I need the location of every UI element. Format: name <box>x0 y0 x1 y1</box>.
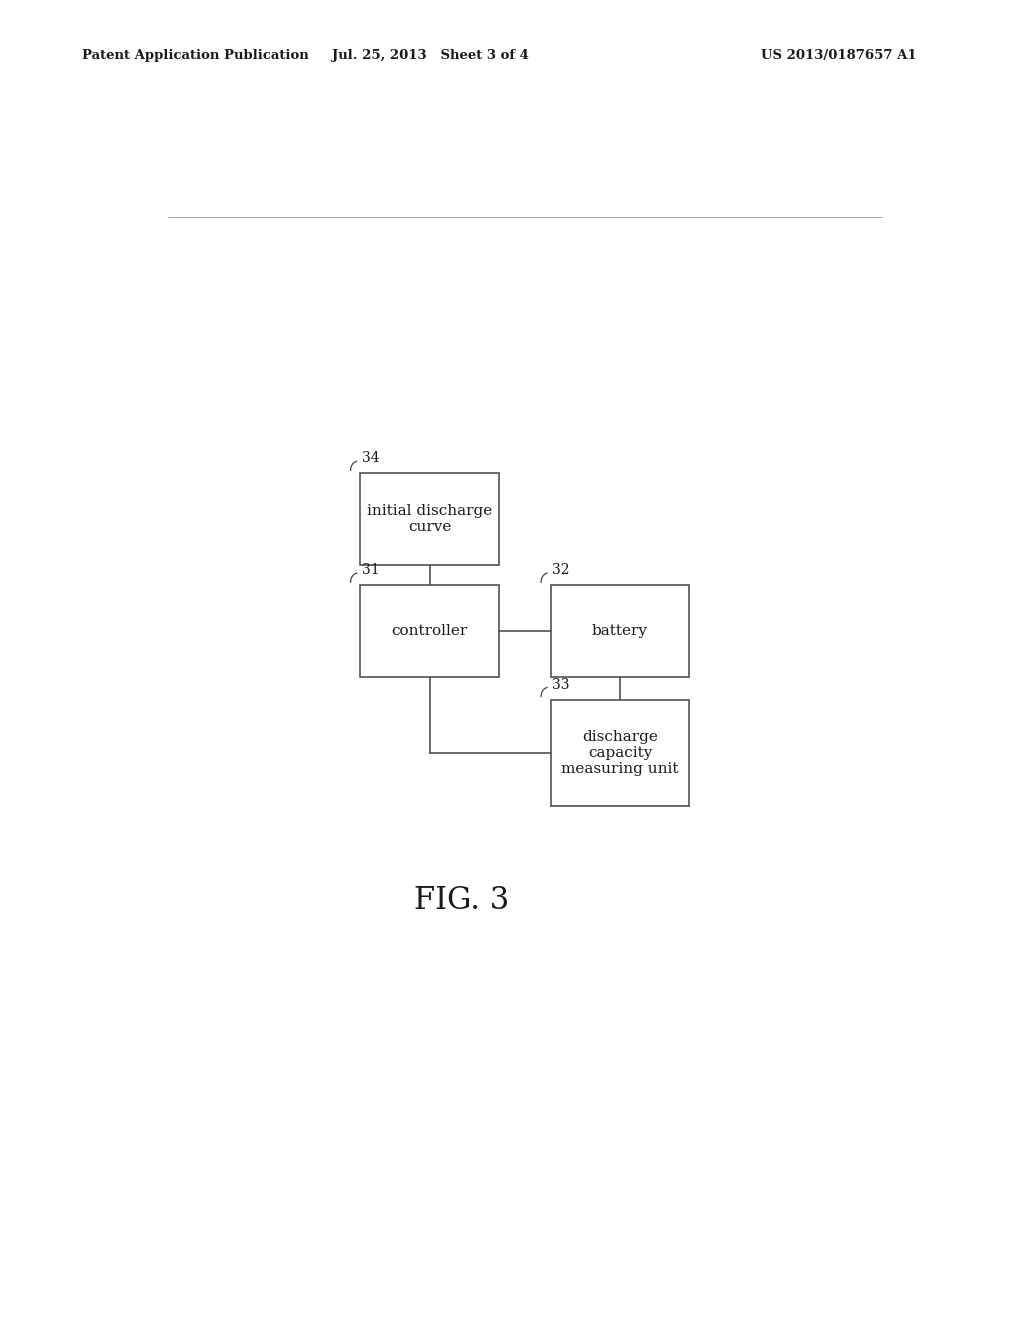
Text: 34: 34 <box>361 451 379 466</box>
Text: US 2013/0187657 A1: US 2013/0187657 A1 <box>761 49 916 62</box>
Bar <box>551 585 689 677</box>
Text: 31: 31 <box>361 564 379 577</box>
Text: FIG. 3: FIG. 3 <box>414 884 509 916</box>
Text: battery: battery <box>592 624 648 638</box>
Text: 33: 33 <box>552 677 569 692</box>
Bar <box>360 474 499 565</box>
Bar <box>551 700 689 807</box>
Text: Patent Application Publication: Patent Application Publication <box>82 49 308 62</box>
Text: controller: controller <box>391 624 468 638</box>
Text: discharge
capacity
measuring unit: discharge capacity measuring unit <box>561 730 679 776</box>
Text: 32: 32 <box>552 564 569 577</box>
Text: Jul. 25, 2013   Sheet 3 of 4: Jul. 25, 2013 Sheet 3 of 4 <box>332 49 528 62</box>
Text: initial discharge
curve: initial discharge curve <box>367 504 493 535</box>
Bar <box>360 585 499 677</box>
